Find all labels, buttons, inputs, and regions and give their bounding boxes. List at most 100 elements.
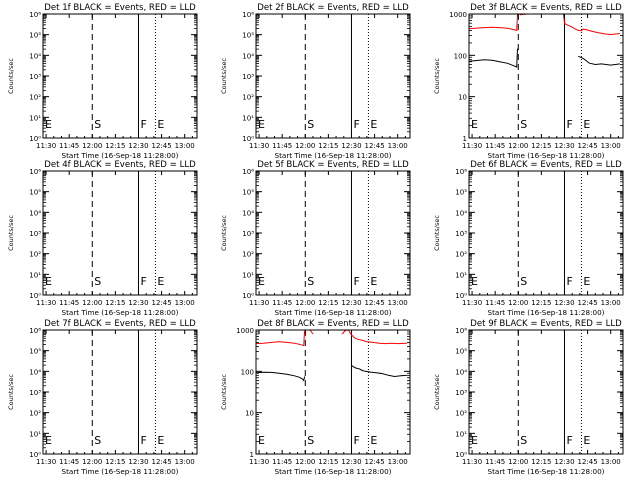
x-tick-label: 11:30 <box>36 458 56 466</box>
x-tick-label: 11:45 <box>272 299 292 307</box>
marker-label: E <box>471 118 478 131</box>
y-tick-label: 1000 <box>449 11 467 19</box>
x-tick-label: 12:15 <box>531 142 551 150</box>
y-tick-label: 100 <box>454 52 467 60</box>
panel-title: Det 4f BLACK = Events, RED = LLD <box>44 160 196 170</box>
plot-frame <box>255 329 411 455</box>
lld-series-line <box>255 329 407 347</box>
y-axis-label: Counts/sec <box>7 215 15 251</box>
x-tick-label: 11:30 <box>462 142 482 150</box>
y-tick-label: 10³ <box>455 230 467 238</box>
x-tick-label: 12:15 <box>531 458 551 466</box>
y-axis-label: Counts/sec <box>220 374 228 410</box>
x-tick-label: 12:45 <box>364 299 384 307</box>
y-tick-label: 10¹ <box>29 430 41 438</box>
panel-title: Det 1f BLACK = Events, RED = LLD <box>44 3 196 13</box>
y-tick-label: 10⁴ <box>29 368 41 376</box>
detector-panel: Det 3f BLACK = Events, RED = LLD Counts/s… <box>433 3 624 160</box>
x-tick-label: 11:45 <box>272 458 292 466</box>
x-tick-label: 11:30 <box>249 142 269 150</box>
detector-panel: Det 8f BLACK = Events, RED = LLD Counts/s… <box>220 319 411 476</box>
plot-frame <box>42 13 198 139</box>
detector-panel: Det 4f BLACK = Events, RED = LLD Counts/s… <box>7 160 198 317</box>
marker-label: F <box>353 275 359 288</box>
marker-label: S <box>307 275 314 288</box>
y-tick-label: 10⁰ <box>29 292 41 300</box>
marker-label: F <box>353 434 359 447</box>
marker-label: E <box>583 434 590 447</box>
x-tick-label: 12:30 <box>341 299 361 307</box>
panel-title: Det 9f BLACK = Events, RED = LLD <box>470 319 622 329</box>
marker-label: F <box>566 434 572 447</box>
marker-label: S <box>307 434 314 447</box>
plot-frame <box>468 170 624 296</box>
y-tick-label: 10⁰ <box>455 292 467 300</box>
x-axis-label: Start Time (16-Sep-18 11:28:00) <box>62 467 179 476</box>
y-tick-label: 10⁵ <box>455 189 467 197</box>
x-axis-label: Start Time (16-Sep-18 11:28:00) <box>62 151 179 160</box>
x-tick-label: 11:45 <box>59 142 79 150</box>
marker-label: S <box>520 275 527 288</box>
x-axis-label: Start Time (16-Sep-18 11:28:00) <box>275 308 392 317</box>
x-tick-label: 12:00 <box>82 299 102 307</box>
x-tick-label: 12:30 <box>128 458 148 466</box>
detector-panel: Det 7f BLACK = Events, RED = LLD Counts/s… <box>7 319 198 476</box>
x-tick-label: 13:00 <box>601 458 621 466</box>
marker-label: S <box>520 434 527 447</box>
x-tick-label: 12:15 <box>318 458 338 466</box>
detector-panel: Det 1f BLACK = Events, RED = LLD Counts/s… <box>7 3 198 160</box>
y-tick-label: 10⁰ <box>29 451 41 459</box>
y-axis-label: Counts/sec <box>433 215 441 251</box>
marker-label: E <box>471 434 478 447</box>
x-tick-label: 11:45 <box>485 458 505 466</box>
marker-label: F <box>140 434 146 447</box>
x-tick-label: 12:00 <box>295 142 315 150</box>
y-tick-label: 10⁶ <box>455 168 467 176</box>
x-axis-label: Start Time (16-Sep-18 11:28:00) <box>275 151 392 160</box>
x-axis-label: Start Time (16-Sep-18 11:28:00) <box>488 151 605 160</box>
x-tick-label: 12:45 <box>577 142 597 150</box>
x-tick-label: 13:00 <box>388 299 408 307</box>
marker-label: E <box>45 434 52 447</box>
x-tick-label: 11:45 <box>272 142 292 150</box>
y-tick-label: 1000 <box>236 327 254 335</box>
x-tick-label: 12:00 <box>508 458 528 466</box>
x-tick-label: 13:00 <box>175 299 195 307</box>
y-tick-label: 10³ <box>242 230 254 238</box>
plot-frame <box>255 13 411 139</box>
y-tick-label: 10⁰ <box>242 292 254 300</box>
x-tick-label: 12:45 <box>151 142 171 150</box>
marker-label: S <box>307 118 314 131</box>
x-tick-label: 12:00 <box>295 299 315 307</box>
x-axis-label: Start Time (16-Sep-18 11:28:00) <box>488 467 605 476</box>
x-tick-label: 12:00 <box>295 458 315 466</box>
events-series-line <box>468 48 620 68</box>
y-tick-label: 10² <box>242 251 254 259</box>
y-tick-label: 10¹ <box>242 271 254 279</box>
marker-label: E <box>471 275 478 288</box>
x-axis-label: Start Time (16-Sep-18 11:28:00) <box>62 308 179 317</box>
y-tick-label: 10⁴ <box>29 209 41 217</box>
x-tick-label: 13:00 <box>175 458 195 466</box>
y-tick-label: 10⁵ <box>242 32 254 40</box>
x-tick-label: 12:30 <box>341 458 361 466</box>
plot-frame <box>42 170 198 296</box>
x-tick-label: 13:00 <box>388 458 408 466</box>
panel-title: Det 7f BLACK = Events, RED = LLD <box>44 319 196 329</box>
y-tick-label: 10⁵ <box>29 348 41 356</box>
marker-label: S <box>520 118 527 131</box>
x-tick-label: 13:00 <box>601 299 621 307</box>
x-axis-label: Start Time (16-Sep-18 11:28:00) <box>488 308 605 317</box>
x-tick-label: 13:00 <box>601 142 621 150</box>
marker-label: E <box>370 275 377 288</box>
y-tick-label: 10³ <box>242 73 254 81</box>
marker-label: F <box>566 118 572 131</box>
x-tick-label: 11:30 <box>462 299 482 307</box>
marker-label: E <box>157 434 164 447</box>
y-tick-label: 10⁶ <box>29 327 41 335</box>
marker-label: F <box>140 275 146 288</box>
x-tick-label: 12:30 <box>128 299 148 307</box>
x-tick-label: 12:15 <box>318 142 338 150</box>
detector-panel: Det 9f BLACK = Events, RED = LLD Counts/s… <box>433 319 624 476</box>
